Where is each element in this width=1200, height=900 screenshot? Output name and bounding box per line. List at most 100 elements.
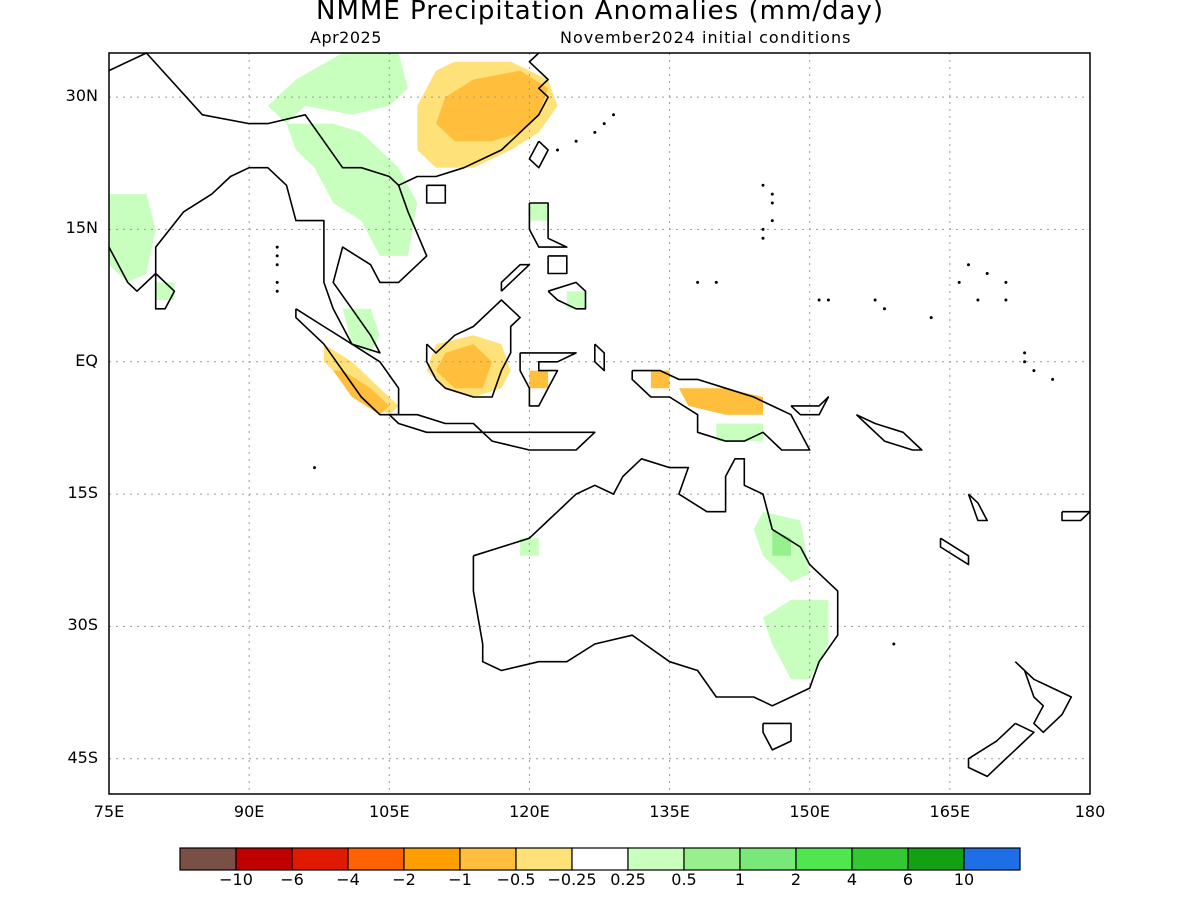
coastline-java [388, 413, 484, 434]
island-gilbert-islands [1023, 360, 1027, 364]
anomaly-queensland-core [772, 529, 791, 556]
colorbar-swatch [403, 847, 461, 871]
colorbar-swatch [571, 847, 629, 871]
colorbar [179, 847, 1021, 871]
island-mariana-islands [770, 201, 774, 205]
colorbar-swatch [179, 847, 237, 871]
island-caroline-islands [873, 298, 877, 302]
island-gilbert-islands [1051, 377, 1055, 381]
island-ryukyu [612, 113, 615, 117]
colorbar-swatch [907, 847, 965, 871]
coastline-new-caledonia [939, 537, 970, 566]
island-andaman-nicobar [275, 254, 279, 258]
colorbar-label: −1 [448, 870, 472, 889]
anomaly-tibet-west [267, 53, 408, 124]
island-gilbert-islands [1032, 369, 1036, 373]
island-ryukyu [593, 130, 597, 134]
lat-tick-label: EQ [75, 350, 98, 370]
coastline-new-guinea [631, 369, 811, 451]
coastline-palawan [500, 263, 531, 292]
colorbar-swatch [459, 847, 517, 871]
coastline-fiji [1061, 510, 1091, 522]
lon-tick-label: 180 [1074, 802, 1106, 821]
coastline-new-britain [790, 396, 830, 416]
coastline-mindanao [547, 281, 587, 310]
forecast-month: Apr2025 [310, 28, 382, 47]
coastline-tasmania [762, 722, 792, 751]
island-mariana-islands [761, 236, 765, 240]
island-caroline-islands [696, 280, 700, 284]
colorbar-swatch [347, 847, 405, 871]
colorbar-label: −6 [280, 870, 304, 889]
chart-title: NMME Precipitation Anomalies (mm/day) [316, 0, 884, 26]
coastline-hainan [425, 184, 447, 204]
coastline-new-zealand-south [967, 722, 1035, 778]
lat-tick-label: 15S [67, 483, 98, 503]
colorbar-label: 6 [902, 870, 914, 889]
anomaly-layer [109, 53, 829, 680]
coastline-china-coast [398, 52, 549, 187]
island-marshall-islands [985, 272, 989, 275]
initial-conditions: November2024 initial conditions [560, 28, 852, 47]
island-caroline-islands [714, 280, 718, 284]
island-ryukyu [602, 122, 606, 126]
colorbar-label: 1 [734, 870, 746, 889]
anomaly-wa-spot [520, 538, 539, 556]
island-ryukyu [574, 139, 578, 143]
island-andaman-nicobar [275, 263, 279, 267]
colorbar-swatch [235, 847, 293, 871]
colorbar-label: −4 [336, 870, 360, 889]
anomaly-nsw-east [763, 599, 829, 680]
lon-tick-label: 165E [929, 802, 971, 821]
anomaly-sulawesi-spot [529, 370, 549, 389]
coastline-borneo [425, 299, 521, 398]
colorbar-swatch [627, 847, 685, 871]
lon-tick-label: 120E [509, 802, 550, 821]
coastline-sumatra [295, 308, 400, 416]
island-caroline-islands [826, 298, 830, 302]
island-cocos [313, 466, 316, 470]
coastline-lesser-sunda [482, 431, 596, 451]
colorbar-label: 10 [953, 870, 975, 889]
colorbar-swatch [963, 847, 1021, 871]
coastline-australia [472, 457, 839, 707]
coastline-visayas [547, 255, 568, 275]
lat-tick-label: 30S [67, 615, 98, 635]
colorbar-swatch [515, 847, 573, 871]
coastline-luzon [528, 202, 568, 248]
island-mariana-islands [770, 192, 774, 196]
island-caroline-islands [817, 298, 821, 302]
coastline-sulawesi [519, 352, 577, 407]
island-andaman-nicobar [275, 245, 279, 249]
island-mariana-islands [761, 183, 765, 187]
lon-tick-label: 105E [368, 802, 410, 821]
grid-layer [109, 53, 1090, 794]
anomaly-myanmar-indochina [286, 123, 418, 256]
island-marshall-islands [957, 280, 961, 284]
anomaly-south-china-core [436, 70, 549, 142]
colorbar-label: −10 [219, 870, 253, 889]
coastline-taiwan [528, 140, 549, 169]
lon-tick-label: 75E [93, 802, 125, 821]
anomaly-mindanao [566, 291, 586, 309]
coastline-new-zealand-north [1014, 661, 1073, 734]
colorbar-swatch [795, 847, 853, 871]
lat-tick-label: 15N [65, 218, 98, 238]
island-andaman-nicobar [275, 289, 279, 293]
anomaly-new-guinea [678, 388, 763, 415]
island-marshall-islands [967, 263, 970, 267]
colorbar-swatch [291, 847, 349, 871]
anomaly-malaysia [342, 308, 380, 353]
coastline-asia-mainland [108, 52, 428, 354]
anomaly-borneo-core [436, 344, 493, 389]
coastline-halmahera [593, 343, 606, 372]
anomaly-india-west [109, 194, 156, 283]
lat-tick-label: 30N [65, 86, 98, 106]
colorbar-label: 0.25 [610, 870, 646, 889]
colorbar-swatch [683, 847, 741, 871]
lon-tick-label: 90E [233, 802, 265, 821]
lon-tick-label: 150E [789, 802, 831, 821]
island-mariana-islands [761, 227, 765, 231]
island-caroline-islands [929, 316, 933, 320]
